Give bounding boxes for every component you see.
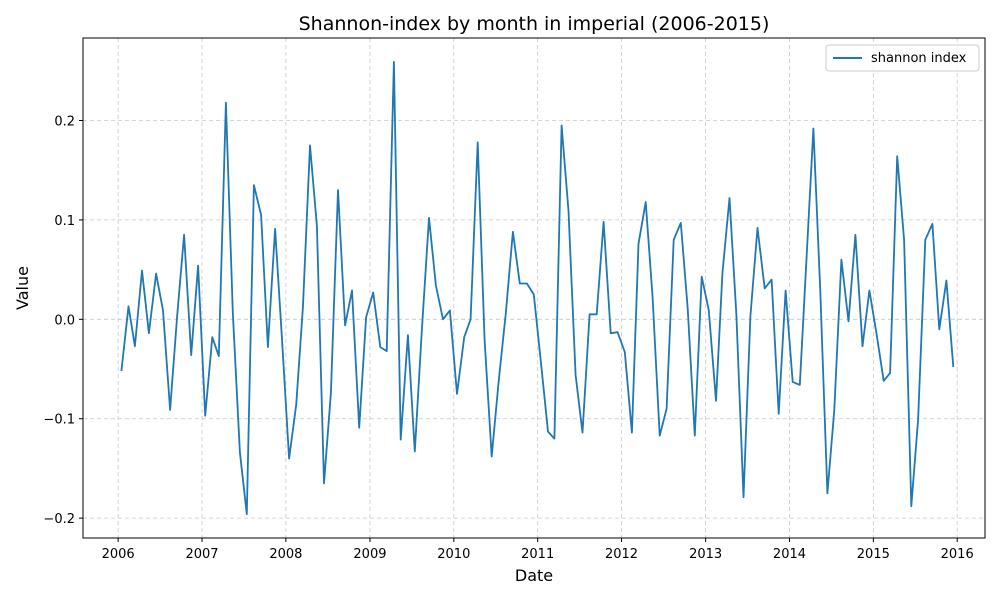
legend-box	[825, 44, 980, 72]
x-tick-label: 2015	[857, 547, 890, 562]
y-tick-label: 0.1	[54, 214, 75, 229]
y-tick-label: 0.2	[54, 115, 75, 130]
x-tick-label: 2013	[689, 547, 722, 562]
legend: shannon index	[825, 44, 980, 72]
x-tick-label: 2009	[353, 547, 386, 562]
y-tick-label: −0.2	[43, 512, 75, 527]
series-line-shannon-index	[120, 61, 955, 515]
y-tick-label: 0.0	[54, 313, 75, 328]
y-axis-title: Value	[13, 266, 32, 310]
chart-title: Shannon-index by month in imperial (2006…	[299, 13, 770, 35]
x-tick-label: 2010	[437, 547, 470, 562]
grid-lines	[83, 38, 985, 538]
series-layer	[120, 61, 955, 515]
x-tick-label: 2011	[521, 547, 554, 562]
x-axis-title: Date	[515, 566, 553, 585]
y-tick-label: −0.1	[43, 413, 75, 428]
x-tick-label: 2008	[269, 547, 302, 562]
x-tick-label: 2007	[185, 547, 218, 562]
plot-area-frame	[82, 37, 986, 539]
x-tick-label: 2014	[773, 547, 806, 562]
legend-label: shannon index	[871, 51, 967, 66]
axis-ticks: 2006 2007 2008 2009 2010 2011 2012 2013 2014 2015…	[43, 115, 973, 562]
x-tick-label: 2006	[102, 547, 135, 562]
x-tick-label: 2016	[941, 547, 974, 562]
x-tick-label: 2012	[605, 547, 638, 562]
